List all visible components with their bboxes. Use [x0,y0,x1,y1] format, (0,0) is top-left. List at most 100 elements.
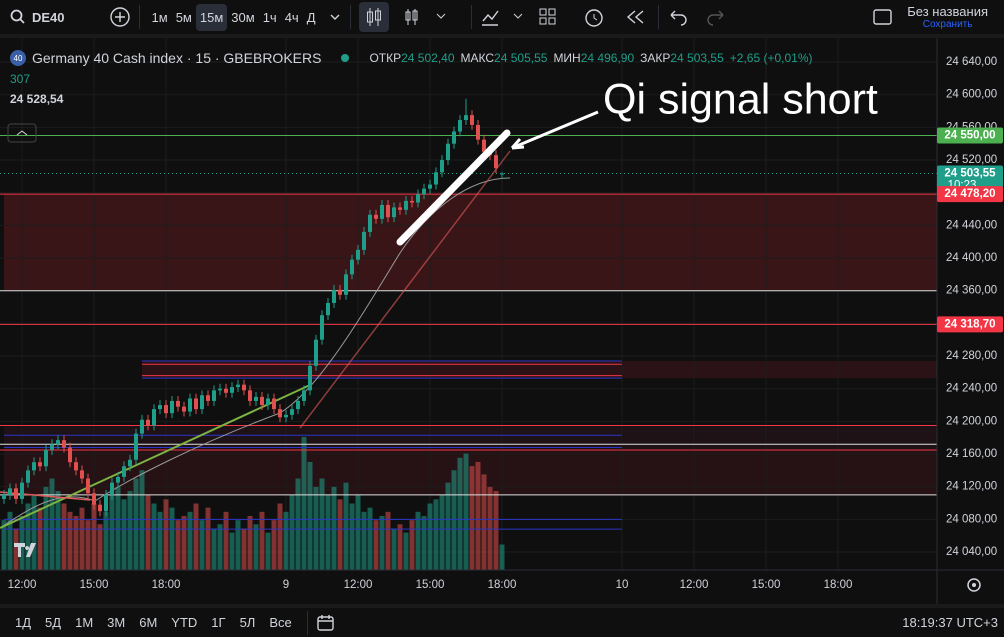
volume-bar [205,507,211,570]
price-label-box [937,316,1003,333]
range[interactable]: 1Д [15,615,32,630]
range[interactable]: 5Л [239,615,256,630]
add-symbol[interactable] [109,6,131,28]
signal-line [396,129,511,246]
layout[interactable]: Без названия Сохранить [907,4,988,30]
annotation-arrow [510,110,599,150]
y-tick-label: 24 280,00 [946,350,997,362]
volume-bar [97,524,103,570]
ranges: 1Д 5Д 1М 3М 6М YTD 1Г 5Л Все [8,609,299,636]
volume-bar [211,528,217,570]
interval[interactable]: 4ч [284,9,299,25]
candle-body [116,476,121,483]
x-tick-label: 18:00 [152,579,181,591]
volume-bar [433,499,439,570]
candle-body [476,124,481,140]
search-icon [10,9,25,24]
candle-body [92,493,97,505]
legend: 40 Germany 40 Cash index · 15 · GBEBROKE… [10,50,813,106]
candle-body [206,395,211,401]
tv-logo [14,543,36,557]
separator [306,610,308,635]
range[interactable]: Все [269,615,292,630]
tool-icons[interactable] [480,6,650,28]
x-tick-label: 18:00 [488,579,517,591]
volume-bar [277,503,283,570]
volume-bar [91,503,97,570]
candle-body [236,384,241,388]
range[interactable]: 5Д [45,615,62,630]
volume-bar [391,528,397,570]
interval[interactable]: 1м [151,9,168,25]
symbol-search[interactable]: DE40 [10,9,109,25]
range[interactable]: 1М [75,615,94,630]
layout-icon[interactable] [873,8,893,26]
x-tick-label: 18:00 [824,579,853,591]
goto-date[interactable] [316,613,336,633]
interval[interactable]: 15м [195,3,228,31]
symbol: DE40 [32,9,65,25]
interval[interactable]: 1ч [262,9,277,25]
x-tick-label: 15:00 [416,579,445,591]
candle-body [26,470,31,483]
candle-body [104,494,109,512]
volume-bar [37,507,43,570]
volume-bar [307,461,313,570]
volume-bar [319,478,325,570]
collapse-button[interactable] [7,123,37,143]
interval[interactable]: 30м [231,9,255,25]
volume-bar [427,503,433,570]
candles-button[interactable] [358,2,389,32]
volume-bar [499,544,505,570]
dropdown[interactable] [328,10,342,24]
candle-body [128,459,133,467]
candle-body [404,200,409,210]
candle-body [380,204,385,219]
volume-bar [49,478,55,570]
volume-bar [157,511,163,570]
volume-bar [457,457,463,570]
y-tick-label: 24 120,00 [946,481,997,493]
interval[interactable]: 5м [175,9,192,25]
x-tick-label: 15:00 [80,579,109,591]
range[interactable]: 1Г [211,615,226,630]
x-tick-label: 15:00 [752,579,781,591]
interval[interactable]: Д [306,9,316,25]
candle-body [410,200,415,203]
separator [657,5,659,29]
volume-bar [241,528,247,570]
settings-icon[interactable] [967,578,981,592]
volume-bar [175,520,181,570]
low-value: 24 496,90 [580,51,635,65]
x-tick-label: 12:00 [8,579,37,591]
candle-body [422,188,427,195]
undo-redo[interactable] [667,6,727,28]
y-tick-label: 24 160,00 [946,448,997,460]
volume-bar [223,511,229,570]
volume-bar [355,495,361,570]
candle-body [398,207,403,210]
candle-body [302,390,307,401]
open-value: 24 502,40 [401,51,455,65]
volume-bar [481,474,487,570]
legend-title: Germany 40 Cash index · 15 · GBEBROKERS [32,50,322,66]
range[interactable]: YTD [171,615,198,630]
indicators-button[interactable] [403,6,463,28]
candle-body [152,409,157,426]
volume-bar [151,503,157,570]
volume-bar [25,503,31,570]
volume-bar [235,520,241,570]
candle-body [308,365,313,391]
volume-bar [373,520,379,570]
candle-body [248,390,253,401]
volume-bar [1,520,7,570]
range[interactable]: 3М [107,615,126,630]
range[interactable]: 6М [139,615,158,630]
candle-body [20,482,25,499]
separator [138,5,140,29]
volume-bar [7,511,13,570]
candle-body [314,339,319,366]
volume-bar [31,495,37,570]
candle-body [428,184,433,189]
volume-bar [139,470,145,570]
